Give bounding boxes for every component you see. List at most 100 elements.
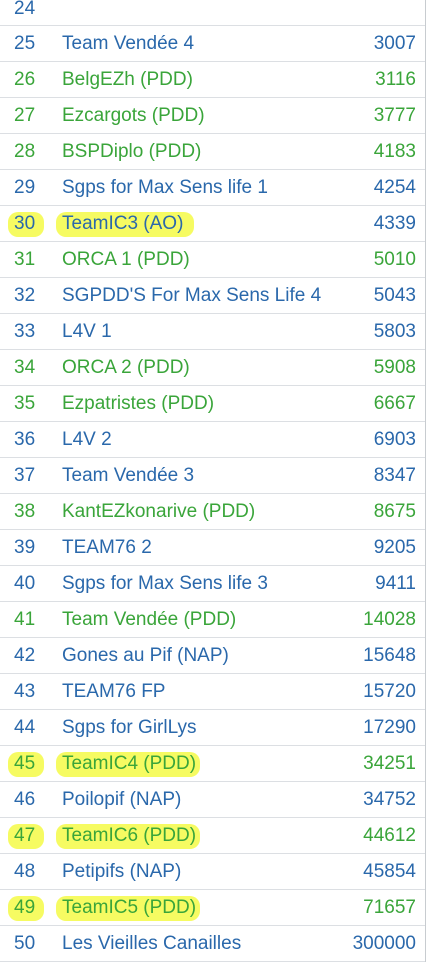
table-row: 38 KantEZkonarive (PDD) 8675 (0, 494, 425, 530)
rank-cell: 47 (14, 825, 36, 846)
rank-cell: 49 (14, 897, 36, 918)
table-row: 49 TeamIC5 (PDD) 71657 (0, 890, 425, 926)
score-cell: 5010 (373, 249, 416, 270)
team-name-cell: KantEZkonarive (PDD) (62, 501, 256, 522)
score-cell: 15720 (363, 681, 416, 702)
score-cell: 34752 (363, 789, 416, 810)
highlight-mark-rank (8, 896, 44, 921)
team-name-cell: BelgEZh (PDD) (62, 69, 193, 90)
rank-cell: 46 (14, 789, 36, 810)
score-cell: 4254 (373, 177, 416, 198)
table-row: 40 Sgps for Max Sens life 3 9411 (0, 566, 425, 602)
score-cell: 4339 (373, 213, 416, 234)
score-cell: 4183 (373, 141, 416, 162)
table-row: 29 Sgps for Max Sens life 1 4254 (0, 170, 425, 206)
highlight-mark-rank (8, 212, 44, 237)
team-name-cell: Sgps for GirlLys (62, 717, 197, 738)
rank-cell: 43 (14, 681, 36, 702)
team-name-cell: TEAM76 FP (62, 681, 166, 702)
rank-cell: 30 (14, 213, 36, 234)
table-row: 36 L4V 2 6903 (0, 422, 425, 458)
team-name-cell: TEAM76 2 (62, 537, 152, 558)
team-name-cell: TeamIC5 (PDD) (62, 897, 197, 918)
score-cell: 3116 (375, 69, 416, 90)
table-row: 46 Poilopif (NAP) 34752 (0, 782, 425, 818)
table-row: 28 BSPDiplo (PDD) 4183 (0, 134, 425, 170)
rank-cell: 39 (14, 537, 36, 558)
team-name-cell: SGPDD'S For Max Sens Life 4 (62, 285, 322, 306)
rank-cell: 48 (14, 861, 36, 882)
table-row: 45 TeamIC4 (PDD) 34251 (0, 746, 425, 782)
team-name-cell: Ezcargots (PDD) (62, 105, 205, 126)
rank-cell: 32 (14, 285, 36, 306)
table-row: 34 ORCA 2 (PDD) 5908 (0, 350, 425, 386)
table-row: 44 Sgps for GirlLys 17290 (0, 710, 425, 746)
highlight-mark-name (56, 752, 200, 777)
team-name-cell: L4V 2 (62, 429, 112, 450)
score-cell: 300000 (352, 933, 416, 954)
highlight-mark-rank (8, 824, 44, 849)
table-row: 42 Gones au Pif (NAP) 15648 (0, 638, 425, 674)
score-cell: 9205 (373, 537, 416, 558)
rank-cell: 50 (14, 933, 36, 954)
highlight-mark-name (56, 212, 194, 237)
rank-cell: 35 (14, 393, 36, 414)
table-row: 26 BelgEZh (PDD) 3116 (0, 62, 425, 98)
table-row: 50 Les Vieilles Canailles 300000 (0, 926, 425, 962)
score-cell: 6667 (373, 393, 416, 414)
team-name-cell: Team Vendée (PDD) (62, 609, 237, 630)
rank-cell: 44 (14, 717, 36, 738)
table-row: 47 TeamIC6 (PDD) 44612 (0, 818, 425, 854)
table-row: 39 TEAM76 2 9205 (0, 530, 425, 566)
score-cell: 71657 (363, 897, 416, 918)
table-row: 37 Team Vendée 3 8347 (0, 458, 425, 494)
highlight-mark-name (56, 896, 200, 921)
score-cell: 44612 (363, 825, 416, 846)
score-cell: 5803 (373, 321, 416, 342)
team-name-cell: Gones au Pif (NAP) (62, 645, 229, 666)
table-row: 30 TeamIC3 (AO) 4339 (0, 206, 425, 242)
score-cell: 9411 (375, 573, 416, 594)
team-name-cell: ORCA 1 (PDD) (62, 249, 190, 270)
team-name-cell: Team Vendée 3 (62, 465, 195, 486)
team-name-cell: TeamIC6 (PDD) (62, 825, 197, 846)
score-cell: 8347 (373, 465, 416, 486)
team-name-cell: L4V 1 (62, 321, 112, 342)
rank-cell: 37 (14, 465, 36, 486)
rank-cell: 34 (14, 357, 36, 378)
rank-cell: 45 (14, 753, 36, 774)
score-cell: 14028 (363, 609, 416, 630)
table-row: 43 TEAM76 FP 15720 (0, 674, 425, 710)
rank-cell: 33 (14, 321, 36, 342)
score-cell: 15648 (363, 645, 416, 666)
score-cell: 17290 (363, 717, 416, 738)
score-cell: 5908 (373, 357, 416, 378)
table-row: 33 L4V 1 5803 (0, 314, 425, 350)
team-name-cell: Sgps for Max Sens life 3 (62, 573, 268, 594)
rank-cell: 38 (14, 501, 36, 522)
table-row: 48 Petipifs (NAP) 45854 (0, 854, 425, 890)
score-cell: 8675 (373, 501, 416, 522)
rank-cell: 29 (14, 177, 36, 198)
rank-cell: 24 (14, 0, 36, 19)
rank-cell: 27 (14, 105, 36, 126)
highlight-mark-name (56, 824, 200, 849)
rank-cell: 40 (14, 573, 36, 594)
score-cell: 45854 (363, 861, 416, 882)
score-cell: 34251 (363, 753, 416, 774)
team-name-cell: Sgps for Max Sens life 1 (62, 177, 268, 198)
rank-cell: 31 (14, 249, 36, 270)
team-name-cell: TeamIC3 (AO) (62, 213, 184, 234)
team-name-cell: TeamIC4 (PDD) (62, 753, 197, 774)
table-row: 32 SGPDD'S For Max Sens Life 4 5043 (0, 278, 425, 314)
rank-cell: 26 (14, 69, 36, 90)
rank-cell: 36 (14, 429, 36, 450)
table-row: 41 Team Vendée (PDD) 14028 (0, 602, 425, 638)
table-row: 24 (0, 0, 425, 26)
highlight-mark-rank (8, 752, 44, 777)
table-row: 25 Team Vendée 4 3007 (0, 26, 425, 62)
score-cell: 5043 (373, 285, 416, 306)
score-cell: 3007 (373, 33, 416, 54)
table-row: 27 Ezcargots (PDD) 3777 (0, 98, 425, 134)
